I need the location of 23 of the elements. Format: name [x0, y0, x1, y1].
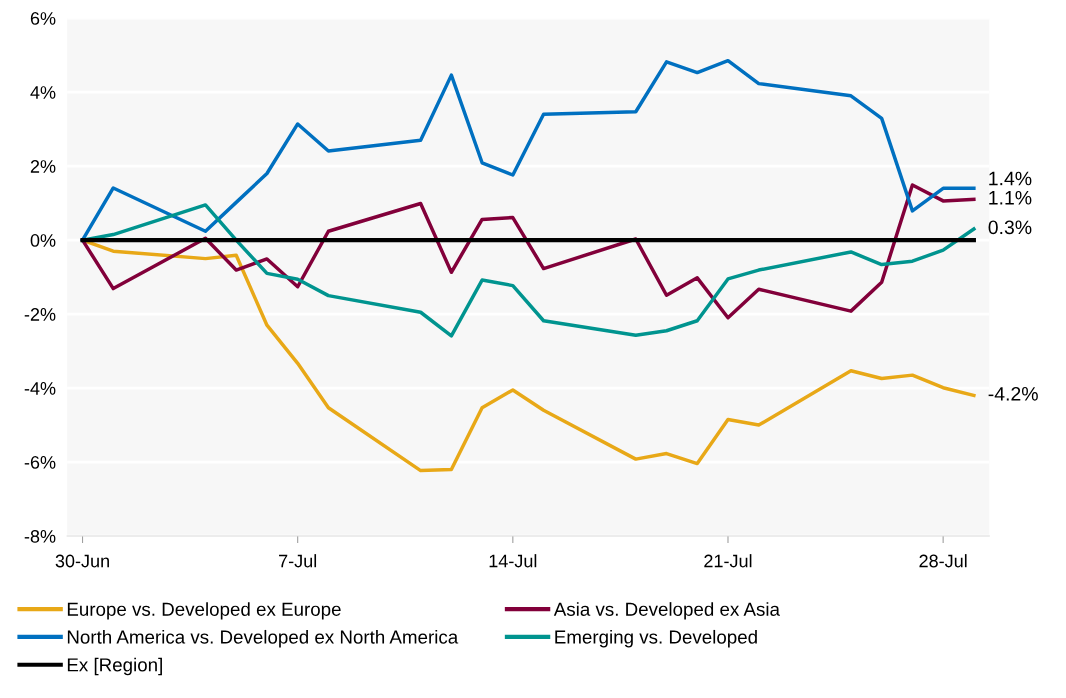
legend-label: Europe vs. Developed ex Europe [67, 602, 341, 620]
y-tick-label: -4% [24, 382, 56, 395]
annotation: -4.2% [988, 386, 1038, 401]
annotation: 1.4% [989, 171, 1032, 186]
y-tick-label: 2% [30, 160, 56, 173]
annotation: 0.3% [988, 220, 1032, 235]
x-tick-label: 7-Jul [279, 554, 317, 568]
y-tick-label: -6% [24, 456, 56, 469]
legend-label: North America vs. Developed ex North America [67, 629, 459, 648]
y-tick-label: -8% [24, 530, 56, 543]
annotation: 1.1% [989, 190, 1032, 205]
y-tick-label: 4% [30, 86, 56, 99]
x-tick-label: 14-Jul [489, 554, 537, 568]
y-tick-label: 0% [30, 234, 56, 247]
line-series [80, 183, 976, 320]
x-tick-label: 21-Jul [704, 554, 752, 568]
legend-label: Asia vs. Developed ex Asia [553, 602, 780, 620]
legend-label: Ex [Region] [67, 657, 162, 676]
legend-label: Emerging vs. Developed [555, 629, 757, 648]
x-tick-label: 28-Jul [919, 554, 967, 568]
y-tick-label: 6% [30, 12, 56, 25]
y-tick-label: -2% [24, 308, 56, 321]
x-tick-label: 30-Jun [55, 554, 109, 568]
